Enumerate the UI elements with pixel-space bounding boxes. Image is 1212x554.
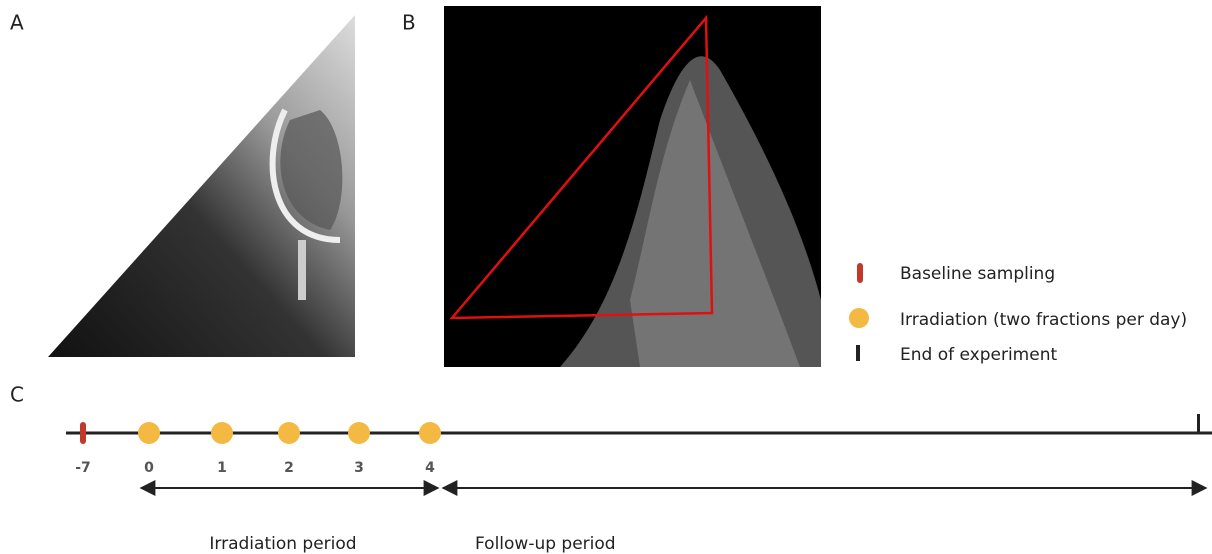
xray-image: [48, 15, 355, 357]
legend-baseline-icon: [857, 263, 863, 283]
figure: A B C Baseline sampling Irradiation (two…: [0, 0, 1212, 554]
legend: Baseline sampling Irradiation (two fract…: [849, 263, 1187, 365]
timeline-tick-label: 4: [425, 460, 435, 476]
period-label: Follow-up period: [475, 534, 616, 554]
panel-label: C: [10, 383, 24, 407]
baseline-marker: [80, 422, 86, 444]
irradiation-marker: [278, 422, 300, 444]
timeline-tick-label: 3: [354, 460, 364, 476]
legend-irradiation-icon: [849, 308, 869, 328]
timeline-tick-label: -7: [75, 460, 91, 476]
legend-end-icon: [856, 345, 860, 361]
irradiation-marker: [419, 422, 441, 444]
irradiation-marker: [138, 422, 160, 444]
timeline-tick-label: 2: [284, 460, 294, 476]
timeline-tick-label: 0: [144, 460, 154, 476]
legend-label: Irradiation (two fractions per day): [900, 310, 1187, 330]
legend-label: End of experiment: [900, 345, 1057, 365]
irradiation-marker: [348, 422, 370, 444]
irradiation-marker: [211, 422, 233, 444]
page: A B C Baseline sampling Irradiation (two…: [0, 0, 1212, 554]
panel-label: B: [402, 11, 416, 35]
legend-label: Baseline sampling: [900, 264, 1055, 284]
panel-label: A: [10, 11, 24, 35]
end-marker: [1197, 414, 1200, 433]
period-label: Irradiation period: [209, 534, 356, 554]
timeline-tick-label: 1: [217, 460, 227, 476]
timeline: -7 0 1 2 3 4: [66, 414, 1212, 476]
mri-image: [444, 6, 821, 367]
